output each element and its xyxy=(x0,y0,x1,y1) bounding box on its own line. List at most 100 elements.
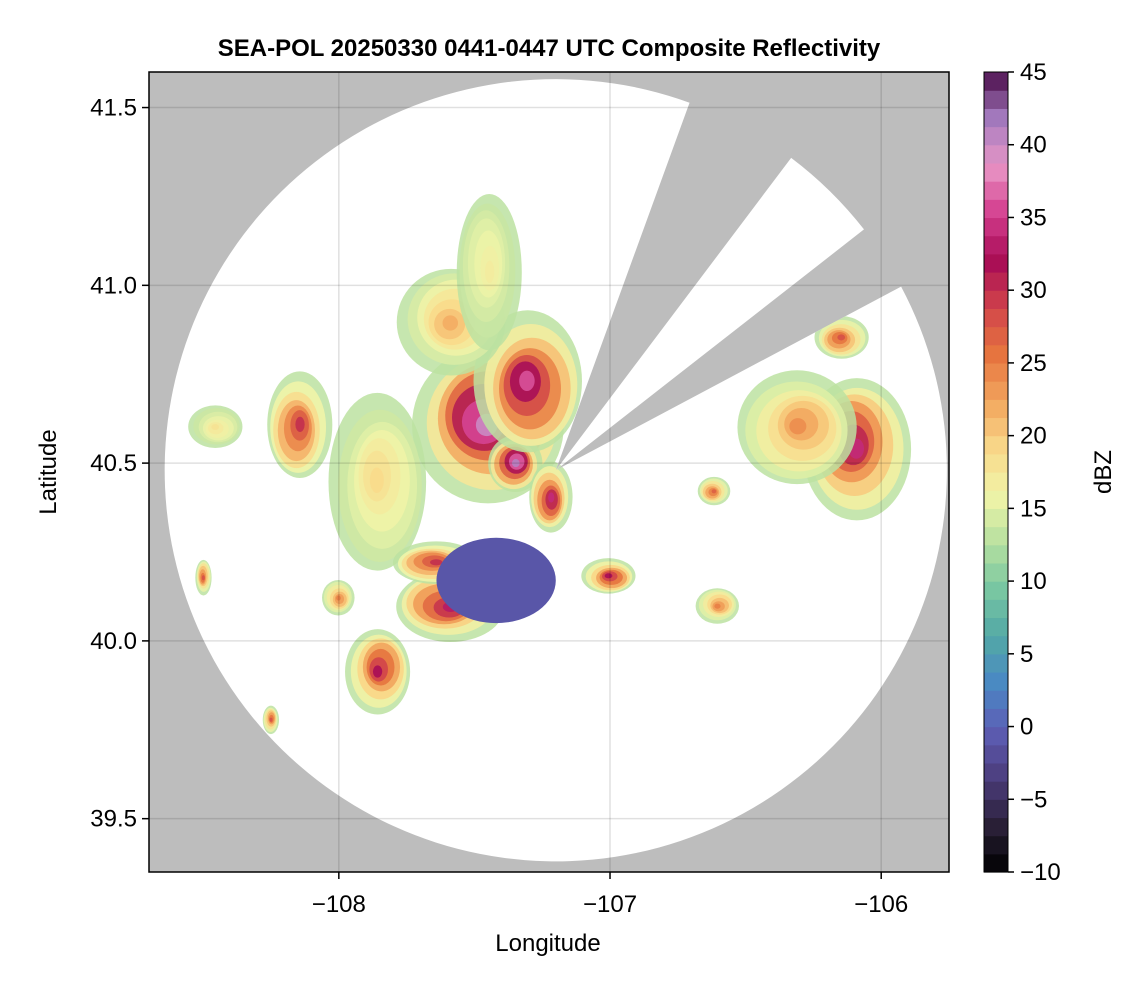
x-axis: −108 −107 −106 xyxy=(312,872,908,918)
x-axis-label: Longitude xyxy=(495,930,600,957)
colorbar-frame xyxy=(983,71,1009,873)
colorbar-segment xyxy=(984,108,1008,128)
echo-cell xyxy=(581,558,636,594)
grid-lines xyxy=(149,72,949,872)
colorbar-segment xyxy=(984,544,1008,564)
colorbar-segment xyxy=(984,162,1008,182)
colorbar-segment xyxy=(984,744,1008,764)
colorbar-segment xyxy=(984,308,1008,328)
echo-level xyxy=(511,459,520,468)
echo-level xyxy=(336,595,341,601)
colorbar-segment xyxy=(984,472,1008,491)
echo-cell xyxy=(814,316,869,359)
colorbar-tick-label: 20 xyxy=(1020,423,1047,450)
y-axis-label: Latitude xyxy=(35,429,62,514)
colorbar-segment xyxy=(984,326,1008,346)
echo-level xyxy=(519,370,535,391)
echo-level xyxy=(369,467,384,493)
x-tick-label: −107 xyxy=(583,891,637,918)
echo-cell xyxy=(345,629,411,715)
colorbar-segment xyxy=(984,181,1008,200)
colorbar-segment xyxy=(984,435,1008,455)
colorbar-tick-label: −5 xyxy=(1020,786,1047,813)
colorbar-tick-label: 0 xyxy=(1020,714,1033,741)
colorbar-segment xyxy=(984,617,1008,637)
colorbar-segment xyxy=(984,653,1008,673)
echo-level xyxy=(295,416,305,433)
colorbar-segment xyxy=(984,272,1008,291)
colorbar-segment xyxy=(984,562,1008,582)
colorbar-tick-label: 10 xyxy=(1020,568,1047,595)
colorbar-segment xyxy=(984,581,1008,600)
echo-level xyxy=(269,717,273,722)
colorbar-segment xyxy=(984,781,1008,800)
colorbar-segment xyxy=(984,399,1008,419)
colorbar-segment xyxy=(984,762,1008,782)
low-echo-region xyxy=(436,537,556,624)
colorbar-segment xyxy=(984,799,1008,819)
colorbar-segment xyxy=(984,144,1008,164)
plot-area xyxy=(149,72,949,872)
chart-title: SEA-POL 20250330 0441-0447 UTC Composite… xyxy=(218,35,881,62)
colorbar-segment xyxy=(984,72,1008,91)
colorbar-tick-label: 45 xyxy=(1020,59,1047,86)
colorbar-segment xyxy=(984,253,1008,273)
echo-level xyxy=(789,418,807,435)
colorbar-segment xyxy=(984,672,1008,691)
echo-level xyxy=(548,492,555,503)
y-tick-label: 40.0 xyxy=(90,628,137,655)
echo-cell xyxy=(456,193,522,351)
colorbar-tick-label: 25 xyxy=(1020,350,1047,377)
colorbar-segment xyxy=(984,126,1008,146)
echo-cell xyxy=(697,476,731,506)
colorbar-segment xyxy=(984,217,1008,237)
colorbar: −10 −5 0 5 10 15 20 25 30 35 40 45 xyxy=(983,59,1061,886)
plot-frame xyxy=(148,71,950,873)
colorbar-segment xyxy=(984,508,1008,528)
colorbar-segment xyxy=(984,708,1008,728)
colorbar-segment xyxy=(984,490,1008,509)
x-tick-label: −106 xyxy=(854,891,908,918)
y-tick-label: 40.5 xyxy=(90,450,137,477)
colorbar-segment xyxy=(984,817,1008,837)
echo-cell xyxy=(488,435,543,493)
colorbar-segment xyxy=(984,362,1008,382)
echo-level xyxy=(430,559,443,566)
echo-level xyxy=(442,315,459,331)
echo-level xyxy=(837,334,846,341)
echo-level xyxy=(604,573,613,579)
colorbar-segment xyxy=(984,381,1008,400)
echo-level xyxy=(484,260,495,284)
echo-cell xyxy=(262,705,280,735)
colorbar-tick-label: −10 xyxy=(1020,859,1061,886)
echo-cell xyxy=(529,461,573,533)
echo-level xyxy=(714,603,721,609)
y-tick-label: 41.0 xyxy=(90,272,137,299)
colorbar-segment xyxy=(984,199,1008,219)
echo-cell xyxy=(328,392,427,571)
colorbar-segment xyxy=(984,526,1008,546)
y-tick-label: 39.5 xyxy=(90,806,137,833)
colorbar-segment xyxy=(984,90,1008,109)
echo-cell xyxy=(188,405,243,449)
y-axis: 39.5 40.0 40.5 41.0 41.5 xyxy=(90,95,149,833)
colorbar-tick-label: 40 xyxy=(1020,132,1047,159)
reflectivity-field xyxy=(188,193,912,735)
colorbar-segment xyxy=(984,344,1008,364)
colorbar-segment xyxy=(984,417,1008,437)
colorbar-tick-label: 30 xyxy=(1020,277,1047,304)
echo-level xyxy=(711,489,717,494)
echo-level xyxy=(372,665,383,678)
x-tick-label: −108 xyxy=(312,891,366,918)
colorbar-segment xyxy=(984,835,1008,855)
echo-cell xyxy=(695,588,739,624)
colorbar-segment xyxy=(984,853,1008,873)
colorbar-segment xyxy=(984,235,1008,255)
colorbar-segment xyxy=(984,599,1008,619)
colorbar-segment xyxy=(984,726,1008,746)
echo-level xyxy=(201,575,205,581)
colorbar-segment xyxy=(984,453,1008,473)
colorbar-tick-label: 15 xyxy=(1020,495,1047,522)
echo-cell xyxy=(267,371,333,478)
